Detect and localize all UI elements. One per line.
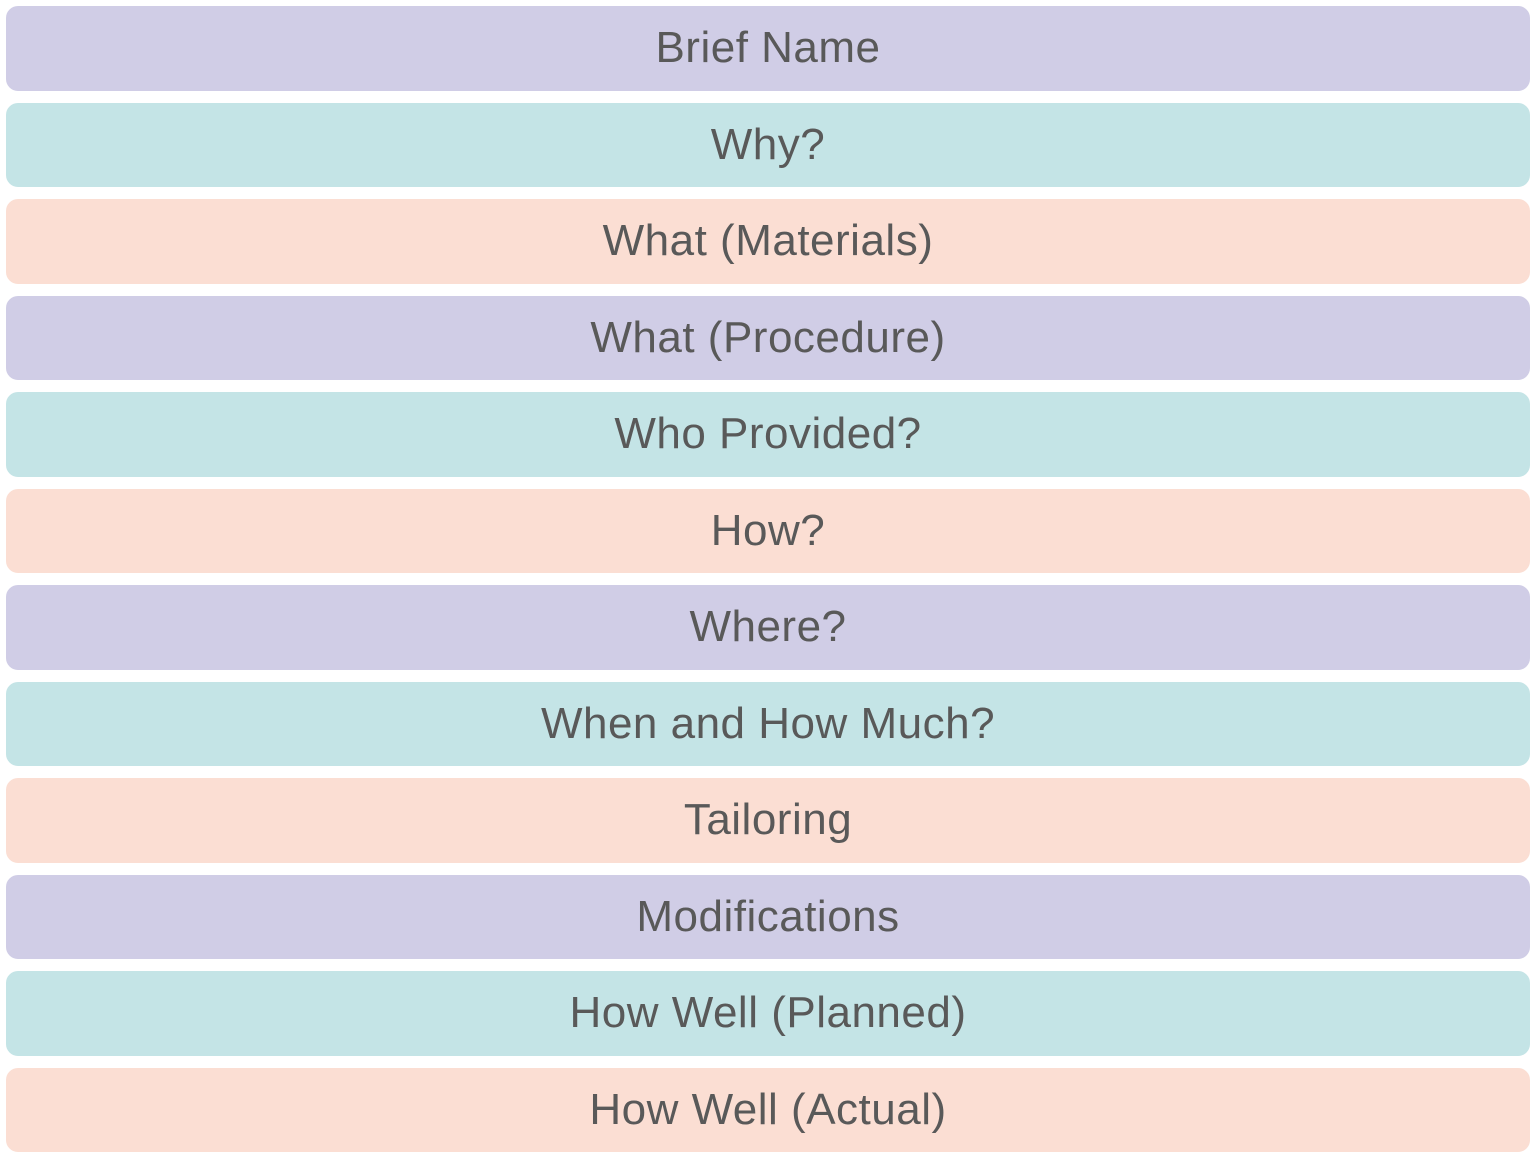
band-modifications: Modifications bbox=[4, 872, 1532, 961]
band-how: How? bbox=[4, 486, 1532, 575]
band-label: How? bbox=[710, 505, 826, 555]
band-who-provided: Who Provided? bbox=[4, 390, 1532, 479]
band-label: Why? bbox=[710, 119, 826, 169]
band-label: When and How Much? bbox=[540, 698, 996, 748]
band-label: Tailoring bbox=[683, 795, 853, 845]
band-how-well-actual: How Well (Actual) bbox=[4, 1065, 1532, 1154]
band-when-and-how-much: When and How Much? bbox=[4, 679, 1532, 768]
band-label: Who Provided? bbox=[614, 409, 922, 459]
band-what-procedure: What (Procedure) bbox=[4, 293, 1532, 382]
band-label: Brief Name bbox=[655, 23, 881, 73]
band-label: How Well (Planned) bbox=[569, 988, 967, 1038]
band-why: Why? bbox=[4, 100, 1532, 189]
band-where: Where? bbox=[4, 583, 1532, 672]
band-label: Modifications bbox=[636, 891, 900, 941]
band-label: What (Procedure) bbox=[590, 312, 946, 362]
band-brief-name: Brief Name bbox=[4, 4, 1532, 93]
band-how-well-planned: How Well (Planned) bbox=[4, 969, 1532, 1058]
band-what-materials: What (Materials) bbox=[4, 197, 1532, 286]
band-tailoring: Tailoring bbox=[4, 776, 1532, 865]
band-label: How Well (Actual) bbox=[589, 1084, 947, 1134]
band-label: Where? bbox=[689, 602, 847, 652]
band-label: What (Materials) bbox=[602, 216, 934, 266]
